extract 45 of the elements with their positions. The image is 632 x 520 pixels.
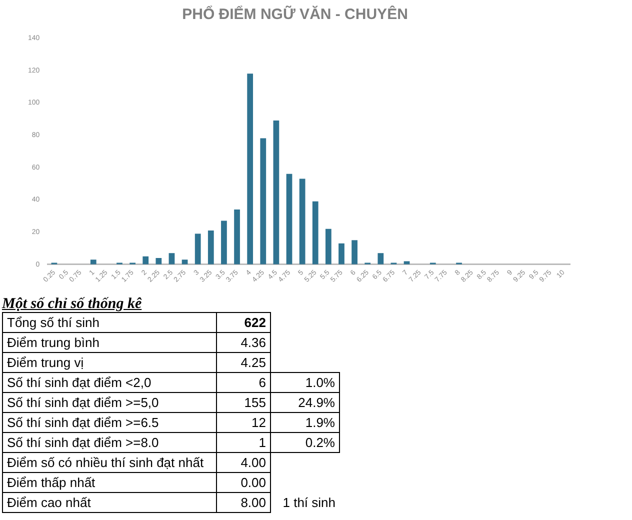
category-label: Điểm thấp nhất bbox=[2, 472, 216, 492]
bar bbox=[312, 201, 318, 264]
text: 155 bbox=[244, 395, 266, 410]
bar bbox=[156, 258, 162, 264]
category-label: Số thí sinh đạt điểm <2,0 bbox=[2, 372, 216, 392]
chart-title: PHỔ ĐIỂM NGỮ VĂN - CHUYÊN bbox=[182, 5, 408, 24]
bar bbox=[338, 243, 344, 264]
bar bbox=[234, 209, 240, 264]
category-label: Điểm cao nhất bbox=[2, 492, 216, 512]
bar bbox=[273, 120, 280, 264]
bar bbox=[194, 234, 201, 264]
text: 4.25 bbox=[240, 355, 266, 370]
bar bbox=[299, 178, 306, 264]
bar bbox=[90, 260, 96, 264]
text: 622 bbox=[244, 315, 266, 330]
bar bbox=[247, 74, 254, 264]
bar bbox=[378, 253, 384, 264]
bar bbox=[168, 253, 175, 264]
text: 1 thí sinh bbox=[282, 495, 336, 510]
bar bbox=[208, 230, 214, 264]
category-label: Điểm trung vị bbox=[2, 352, 216, 372]
text: 4.00 bbox=[240, 455, 266, 470]
bar bbox=[352, 240, 358, 264]
category-label: Điểm số có nhiều thí sinh đạt nhất bbox=[2, 452, 216, 472]
category-label: Số thí sinh đạt điểm >=5,0 bbox=[2, 392, 216, 412]
text: 12 bbox=[252, 415, 266, 430]
bar bbox=[260, 138, 266, 264]
text: 4.36 bbox=[240, 335, 266, 350]
text: 1.0% bbox=[305, 375, 335, 390]
text: 0.2% bbox=[305, 435, 335, 450]
bar bbox=[142, 256, 149, 264]
text: 8.00 bbox=[240, 495, 266, 510]
text: Một số chỉ số thống kê bbox=[2, 296, 143, 312]
bar bbox=[221, 220, 227, 264]
category-label: Số thí sinh đạt điểm >=6.5 bbox=[2, 412, 216, 432]
text: 1 bbox=[258, 435, 266, 450]
category-label: Tổng số thí sinh bbox=[2, 312, 216, 332]
text: 1.9% bbox=[305, 415, 335, 430]
bar bbox=[325, 228, 332, 264]
text: 0.00 bbox=[240, 475, 266, 490]
category-label: Số thí sinh đạt điểm >=8.0 bbox=[2, 432, 216, 452]
category-label: Điểm trung bình bbox=[2, 332, 216, 352]
text: 24.9% bbox=[298, 395, 335, 410]
text: 6 bbox=[258, 375, 266, 390]
bar bbox=[286, 174, 292, 264]
